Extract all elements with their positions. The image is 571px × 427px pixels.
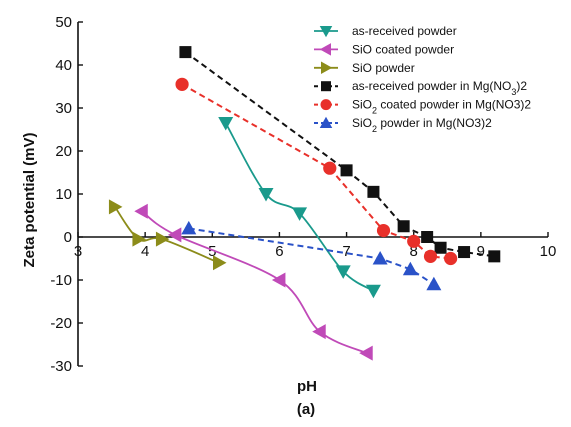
x-tick-label: 8 [410,243,418,260]
data-point [218,117,234,131]
series-layer [108,46,501,361]
data-point [365,284,381,299]
data-point [421,231,434,243]
legend-item: SiO coated powder [314,42,454,56]
y-tick-label: -30 [50,358,72,375]
legend-marker [319,26,333,38]
legend-item: as-received powder in Mg(NO3)2 [314,79,527,97]
legend-label: as-received powder in Mg(NO3)2 [352,79,527,97]
legend-label: as-received powder [352,24,457,38]
legend-marker [319,43,331,56]
data-point [292,207,308,221]
x-tick-label: 7 [342,243,350,260]
data-point [488,250,501,263]
data-point [258,188,274,202]
x-tick-label: 10 [540,243,557,260]
legend-label: SiO2 powder in Mg(NO3)2 [352,116,492,134]
data-point [271,272,286,288]
y-tick-label: 10 [55,186,72,203]
data-point [367,185,380,198]
x-tick-label: 5 [208,243,216,260]
legend-label: SiO powder [352,61,415,75]
series-3 [108,199,227,271]
x-tick-label: 4 [141,243,149,260]
data-point [359,345,373,361]
data-point [372,251,388,265]
axes: -30 -20 -10 0 10 20 30 40 50 3 4 5 6 7 8 9 10 [50,14,556,375]
legend-marker [320,99,332,111]
data-point [181,220,197,235]
legend-item: SiO2 coated powder in Mg(NO3)2 [314,98,531,116]
series-6 [181,220,442,291]
data-point [335,265,351,279]
data-point [340,164,353,177]
y-tick-label: 30 [55,100,72,117]
y-tick-label: 50 [55,14,72,31]
legend-marker [319,116,333,128]
y-tick-label: 40 [55,57,72,74]
legend-marker [321,61,333,75]
data-point [407,234,421,248]
data-point [132,231,146,247]
x-tick-label: 6 [275,243,283,260]
data-point [167,227,182,243]
y-tick-label: -10 [50,272,72,289]
legend-label: SiO2 coated powder in Mg(NO3)2 [352,98,531,116]
data-point [426,276,442,291]
y-tick-label: -20 [50,315,72,332]
data-point [179,46,192,59]
data-point [155,231,170,247]
y-tick-label: 0 [64,229,72,246]
data-point [397,220,410,233]
x-axis-title: pH [297,378,317,395]
legend-item: as-received powder [314,24,457,38]
data-point [434,241,447,254]
data-point [175,77,189,91]
data-point [458,246,471,259]
y-tick-label: 20 [55,143,72,160]
data-point [376,223,391,238]
series-5 [175,77,458,266]
data-point [134,203,148,219]
data-point [423,249,438,263]
data-point [108,199,123,215]
data-point [323,161,337,175]
data-point [213,255,227,271]
chart-caption: (a) [297,401,315,418]
legend-item: SiO powder [314,61,415,75]
legend-item: SiO2 powder in Mg(NO3)2 [314,116,492,134]
series-line [224,122,374,292]
legend-marker [321,81,331,92]
series-line [114,206,220,264]
y-axis-title: Zeta potential (mV) [21,132,38,267]
series-4 [179,46,501,263]
data-point [312,324,326,340]
legend-label: SiO coated powder [352,42,454,56]
series-1 [218,117,381,299]
data-point [444,251,458,266]
x-tick-label: 3 [74,243,82,260]
series-2 [134,203,373,361]
x-tick-label: 9 [477,243,485,260]
legend: as-received powder SiO coated powder SiO p… [314,24,531,134]
data-point [402,261,418,276]
